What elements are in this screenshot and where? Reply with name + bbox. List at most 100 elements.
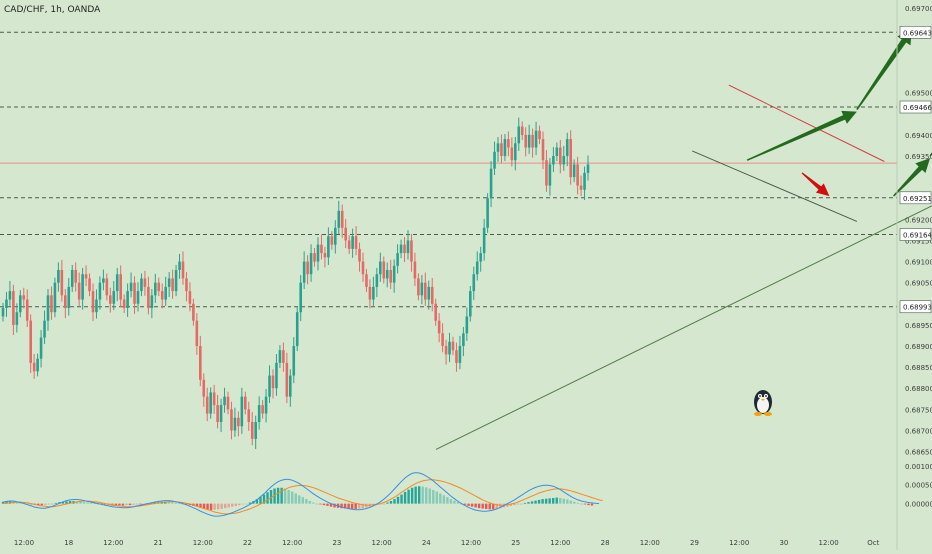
symbol-title: CAD/CHF, 1h, OANDA — [4, 5, 101, 15]
macd-histogram-bar — [583, 503, 587, 505]
price-axis-label: 0.69050 — [905, 280, 932, 288]
candle-body — [541, 139, 545, 161]
candle-body — [448, 341, 451, 355]
candle-body — [154, 282, 157, 296]
price-axis[interactable]: 0.69700 0.69500 0.69400 0.69350 0.69200 0.691… — [899, 5, 932, 457]
macd-histogram-bar — [509, 503, 513, 506]
macd-histogram-bar — [276, 487, 280, 504]
candle-body — [334, 227, 337, 245]
level-price-tag-text: 0.69164 — [903, 232, 932, 240]
falling-resistance-line[interactable] — [728, 84, 885, 162]
candle-body — [81, 274, 84, 300]
candle-body — [282, 350, 285, 363]
macd-histogram-bar — [216, 503, 220, 510]
candle-body — [212, 392, 216, 406]
macd-histogram-bar — [209, 503, 213, 511]
candle-body — [344, 227, 347, 241]
macd-histogram-bar — [15, 501, 19, 504]
time-axis-label: 12:00 — [103, 539, 123, 547]
candle-body — [372, 286, 375, 300]
macd-histogram-bar — [294, 493, 297, 504]
candle-body — [396, 253, 399, 266]
macd-histogram-bar — [326, 503, 329, 506]
down-arrow-annotation[interactable] — [801, 172, 830, 197]
up-arrow-annotation[interactable] — [746, 110, 857, 161]
macd-histogram-bar — [248, 502, 252, 504]
macd-histogram-bar — [329, 503, 333, 507]
candle-body — [572, 164, 576, 178]
ascending-trendline[interactable] — [435, 198, 932, 450]
candle-body — [112, 291, 116, 304]
candle-body — [1, 308, 5, 317]
candle-body — [361, 261, 365, 275]
macd-histogram-bar — [576, 502, 580, 504]
macd-histogram-bar — [139, 503, 142, 505]
up-arrow-annotation[interactable] — [856, 29, 912, 111]
level-price-tag[interactable] — [899, 25, 932, 39]
level-price-tag[interactable] — [899, 191, 932, 205]
level-price-tag[interactable] — [899, 100, 932, 114]
candle-body — [538, 130, 541, 140]
macd-histogram-bar — [396, 496, 400, 504]
candle-body — [29, 320, 32, 363]
candle-body — [77, 282, 81, 300]
candle-body — [160, 291, 164, 300]
level-price-tag[interactable] — [899, 300, 932, 314]
indicator-axis[interactable]: 0.00100 0.00050 0.00000 — [905, 463, 932, 509]
candle-body — [129, 282, 133, 292]
level-price-tag-text: 0.68993 — [903, 304, 932, 312]
candle-body — [323, 253, 327, 258]
time-axis-label: 12:00 — [729, 539, 749, 547]
candle-body — [223, 396, 226, 406]
level-price-tag-text: 0.69251 — [903, 195, 932, 203]
candle-body — [230, 409, 233, 431]
candle-body — [417, 278, 420, 296]
time-axis-label: 18 — [64, 539, 73, 547]
macd-histogram-bar — [86, 502, 89, 504]
macd-histogram-bar — [484, 503, 488, 509]
macd-histogram-bar — [93, 503, 96, 505]
up-arrow-annotation[interactable] — [892, 158, 931, 197]
candle-body — [254, 422, 257, 439]
lower-channel-line[interactable] — [692, 150, 858, 222]
macd-histogram-bar — [291, 491, 294, 504]
time-axis[interactable]: 12:00 18 12:00 21 12:00 22 12:00 23 12:00 24 12:00… — [14, 539, 880, 547]
macd-histogram-bar — [75, 501, 79, 504]
candle-body — [39, 337, 43, 359]
macd-histogram-bar — [202, 503, 206, 509]
candle-body — [503, 139, 507, 156]
candle-body — [64, 295, 67, 308]
level-price-tag-text: 0.69466 — [903, 104, 932, 112]
candle-body — [462, 333, 465, 346]
macd-histogram-bar — [185, 503, 188, 505]
macd-histogram-bar — [51, 503, 54, 505]
macd-histogram-bar — [308, 500, 312, 504]
macd-histogram-bar — [527, 502, 530, 504]
candle-body — [441, 333, 444, 346]
candle-body — [358, 248, 361, 262]
candle-body — [365, 274, 368, 287]
candle-body — [486, 198, 489, 228]
up-arrow-annotation[interactable] — [929, 112, 932, 157]
candle-body — [479, 253, 482, 262]
macd-histogram-bar — [456, 502, 460, 504]
candle-body — [427, 286, 431, 300]
price-axis-label: 0.68900 — [905, 343, 932, 351]
candle-body — [531, 134, 534, 148]
candle-body — [205, 396, 209, 414]
macd-histogram-bar — [382, 503, 386, 505]
candle-body — [330, 236, 334, 245]
time-axis-label: 12:00 — [372, 539, 392, 547]
macd-histogram-bar — [495, 503, 498, 509]
candle-body — [109, 295, 112, 304]
candle-body — [257, 405, 261, 422]
level-price-tag[interactable] — [899, 228, 932, 241]
candle-body — [261, 405, 264, 414]
macd-histogram-bar — [79, 501, 82, 504]
macd-histogram-bar — [118, 503, 121, 506]
candle-body — [552, 156, 555, 165]
candle-body — [434, 303, 437, 321]
macd-histogram-bar — [301, 497, 304, 504]
candle-body — [36, 358, 39, 372]
